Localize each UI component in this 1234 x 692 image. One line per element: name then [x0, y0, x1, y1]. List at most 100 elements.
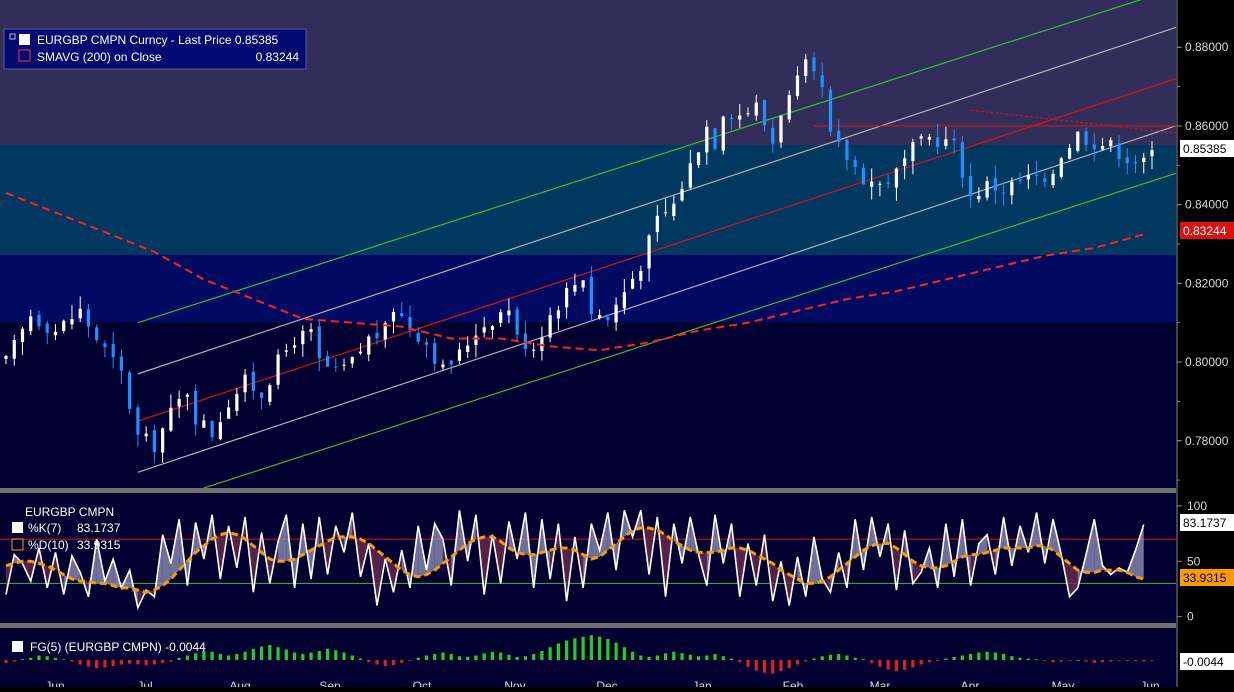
fg-bar [383, 660, 387, 666]
band-teal [0, 145, 1176, 255]
fg-bar [1043, 660, 1047, 661]
price-tick-label: 0.88000 [1185, 40, 1229, 54]
main-legend[interactable]: EURGBP CMPN Curncy - Last Price 0.85385 … [3, 28, 307, 70]
fg-bar [845, 655, 849, 660]
candle-body [375, 332, 379, 339]
fg-bar [1026, 658, 1030, 660]
candle-body [985, 181, 989, 198]
fg-bar [581, 636, 585, 660]
candle-body [878, 183, 882, 185]
channel-green-lower [203, 172, 1176, 488]
k-tag-bg [1180, 514, 1234, 531]
stochastic-legend[interactable]: EURGBP CMPN %K(7) 83.1737 %D(10) 33.9315 [11, 505, 121, 552]
fg-bar [62, 659, 66, 661]
fg-bar [466, 657, 470, 660]
fg-bar [317, 651, 321, 660]
stoch-fill-segment [393, 550, 402, 593]
stoch-fill-segment [162, 534, 171, 586]
fg-bar [1001, 654, 1006, 660]
panel-separator-2[interactable] [0, 623, 1234, 628]
fg-bar [688, 654, 692, 660]
fg-bar [1010, 656, 1014, 660]
candle-body [45, 323, 49, 333]
fg-bar [350, 655, 354, 660]
fg-legend[interactable]: FG(5) (EURGBP CMPN) -0.0044 [12, 640, 206, 654]
fg-bar [589, 635, 593, 660]
fg-bar [449, 654, 453, 660]
candle-body [993, 178, 997, 191]
candle-body [1034, 174, 1039, 176]
stoch-fill-segment [1044, 519, 1054, 564]
candle-body [12, 339, 16, 359]
stoch-legend-title: EURGBP CMPN [25, 505, 114, 519]
stoch-fill-segment [682, 516, 691, 564]
stoch-tick-label: 100 [1187, 499, 1207, 513]
fg-bar [680, 653, 684, 660]
fg-bar [457, 656, 462, 660]
fg-bar [202, 651, 206, 660]
fg-bar [952, 657, 956, 660]
fg-bar [861, 659, 866, 661]
fg-bar [325, 648, 330, 660]
candle-body [210, 420, 214, 438]
fg-bar [342, 652, 346, 660]
candle-body [622, 292, 626, 309]
stoch-fill-segment [71, 555, 81, 582]
candle-body [367, 336, 371, 355]
fg-bar [919, 660, 923, 665]
stoch-fill-segment [442, 539, 452, 586]
candle-body [738, 115, 742, 120]
candle-body [1109, 139, 1113, 147]
candle-body [342, 364, 346, 366]
fg-bar [630, 651, 635, 660]
fg-bar [853, 657, 857, 660]
fg-bar [820, 656, 824, 660]
regression-channels [137, 0, 1176, 488]
fg-bars [4, 635, 1154, 674]
candle-body [358, 351, 363, 354]
fg-bar [309, 652, 313, 660]
fg-bar [985, 651, 989, 660]
fg-bar [746, 660, 750, 667]
candle-body [466, 345, 470, 352]
fg-bar [614, 642, 618, 660]
candle-body [29, 316, 33, 332]
fg-bar [424, 655, 429, 660]
k-tag: 83.1737 [1183, 516, 1227, 530]
legend-sma-text: SMAVG (200) on Close [37, 50, 162, 64]
fg-bar [218, 654, 222, 660]
stochastic-panel-bg [0, 493, 1176, 623]
stoch-fill-segment [541, 519, 551, 579]
candle-body [317, 326, 321, 359]
fg-bar [523, 656, 528, 660]
fg-bar [1142, 660, 1146, 662]
channel-white-upper [137, 26, 1176, 375]
candle-body [927, 136, 931, 140]
candle-body [433, 343, 437, 364]
d-tag: 33.9315 [1183, 571, 1227, 585]
candle-body [696, 152, 701, 165]
candle-body [1067, 147, 1072, 159]
candle-body [672, 203, 676, 217]
fg-bar [1100, 660, 1105, 663]
legend-k-label: %K(7) [28, 521, 61, 535]
fg-bar [169, 660, 173, 662]
fg-bar [119, 660, 124, 665]
legend-collapse-icon[interactable] [9, 33, 16, 40]
fg-bar [837, 654, 841, 660]
candle-body [86, 309, 91, 327]
fg-bar [103, 660, 107, 668]
fg-bar [161, 660, 165, 663]
candle-body [1092, 144, 1096, 150]
stoch-fill-segment [500, 521, 509, 584]
fg-bar [86, 660, 91, 667]
d-tag-bg [1180, 569, 1234, 586]
fg-bar [738, 660, 742, 663]
candle-body [416, 332, 420, 342]
fg-bar [301, 654, 305, 660]
panel-separator-1[interactable] [0, 488, 1234, 493]
candle-body [103, 343, 107, 348]
fg-bar [828, 654, 833, 660]
channel-white-lower [137, 125, 1176, 473]
